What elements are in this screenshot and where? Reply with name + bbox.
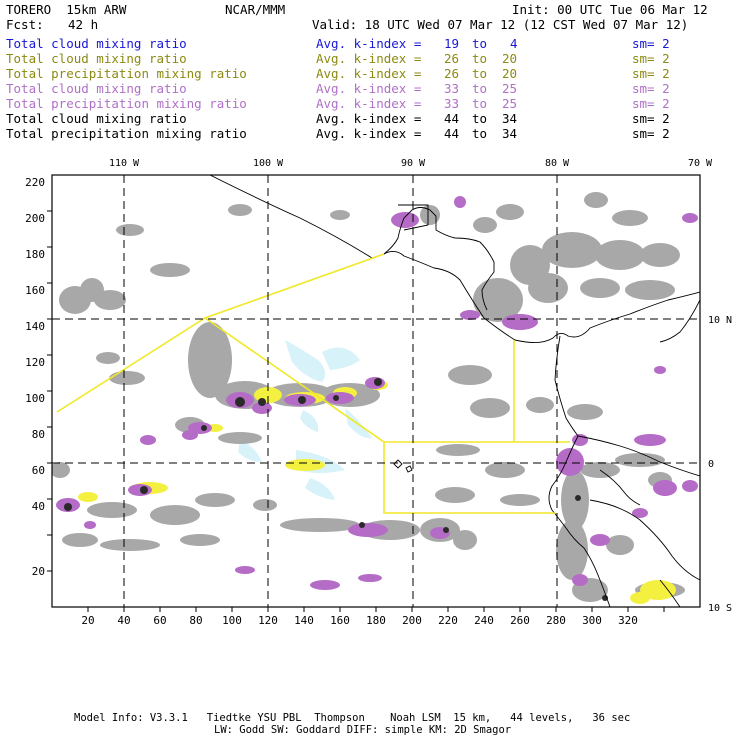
lon-label: 90 W (401, 158, 426, 169)
legend-from: 33 (444, 96, 460, 111)
coastlines (209, 175, 700, 607)
legend-sm: sm= 2 (632, 66, 670, 81)
legend-kindex: Avg. k-index = (316, 96, 422, 111)
legend-field: Total precipitation mixing ratio (6, 126, 247, 141)
legend-field: Total cloud mixing ratio (6, 51, 187, 66)
legend-to-word: to (472, 51, 488, 66)
y-tick-label: 180 (25, 248, 45, 261)
legend-sm: sm= 2 (632, 126, 670, 141)
legend-kindex: Avg. k-index = (316, 126, 422, 141)
fcst-label: Fcst: (6, 17, 44, 32)
lat-label: 0 (708, 459, 714, 470)
legend-kindex: Avg. k-index = (316, 36, 422, 51)
legend-to-word: to (472, 111, 488, 126)
y-tick-label: 60 (32, 464, 45, 477)
x-tick-label: 100 (222, 614, 242, 627)
legend-kindex: Avg. k-index = (316, 66, 422, 81)
x-tick-label: 220 (438, 614, 458, 627)
model-title: TORERO 15km ARW (6, 2, 127, 17)
x-tick-label: 140 (294, 614, 314, 627)
legend-to-word: to (472, 36, 488, 51)
y-tick-label: 140 (25, 320, 45, 333)
legend-to-word: to (472, 96, 488, 111)
legend-from: 44 (444, 126, 460, 141)
legend-field: Total cloud mixing ratio (6, 81, 187, 96)
legend-to: 34 (502, 126, 518, 141)
y-tick-label: 120 (25, 356, 45, 369)
valid-time: Valid: 18 UTC Wed 07 Mar 12 (12 CST Wed … (312, 17, 689, 32)
legend-to: 4 (510, 36, 518, 51)
axis-ticks (47, 210, 665, 612)
model-info: Model Info: V3.3.1 Tiedtke YSU PBL Thomp… (74, 712, 631, 724)
legend-field: Total cloud mixing ratio (6, 36, 187, 51)
legend-kindex: Avg. k-index = (316, 51, 422, 66)
x-tick-label: 280 (546, 614, 566, 627)
y-tick-label: 100 (25, 392, 45, 405)
legend-from: 44 (444, 111, 460, 126)
legend-to: 20 (502, 51, 518, 66)
legend-from: 26 (444, 51, 460, 66)
x-tick-label: 200 (402, 614, 422, 627)
x-tick-label: 180 (366, 614, 386, 627)
legend-kindex: Avg. k-index = (316, 81, 422, 96)
legend-sm: sm= 2 (632, 81, 670, 96)
legend-from: 26 (444, 66, 460, 81)
y-tick-label: 160 (25, 284, 45, 297)
x-tick-label: 60 (153, 614, 166, 627)
y-tick-label: 40 (32, 500, 45, 513)
legend-to: 25 (502, 81, 518, 96)
legend-to: 20 (502, 66, 518, 81)
y-tick-label: 80 (32, 428, 45, 441)
x-tick-label: 260 (510, 614, 530, 627)
y-tick-label: 200 (25, 212, 45, 225)
legend-kindex: Avg. k-index = (316, 111, 422, 126)
y-tick-label: 20 (32, 565, 45, 578)
lat-lon-grid (52, 175, 700, 607)
x-tick-label: 120 (258, 614, 278, 627)
center-name: NCAR/MMM (225, 2, 286, 17)
x-tick-label: 300 (582, 614, 602, 627)
lat-label: 10 S (708, 603, 732, 614)
legend-sm: sm= 2 (632, 111, 670, 126)
lon-label: 110 W (109, 158, 140, 169)
legend-to-word: to (472, 66, 488, 81)
legend-sm: sm= 2 (632, 96, 670, 111)
fcst-value: 42 h (68, 17, 99, 32)
legend-field: Total cloud mixing ratio (6, 111, 187, 126)
legend-field: Total precipitation mixing ratio (6, 66, 247, 81)
lon-label: 70 W (688, 158, 713, 169)
legend-from: 19 (444, 36, 460, 51)
init-time: Init: 00 UTC Tue 06 Mar 12 (512, 2, 708, 17)
convective-cores (64, 378, 608, 601)
legend-field: Total precipitation mixing ratio (6, 96, 247, 111)
x-tick-label: 80 (189, 614, 202, 627)
y-tick-label: 220 (25, 176, 45, 189)
legend-to: 25 (502, 96, 518, 111)
x-tick-label: 40 (117, 614, 130, 627)
lon-label: 80 W (545, 158, 570, 169)
legend-sm: sm= 2 (632, 51, 670, 66)
legend-to: 34 (502, 111, 518, 126)
cloud-mixing-gray (52, 192, 685, 602)
x-tick-label: 160 (330, 614, 350, 627)
legend-sm: sm= 2 (632, 36, 670, 51)
weather-fields (52, 175, 700, 607)
lon-label: 100 W (253, 158, 284, 169)
x-tick-label: 240 (474, 614, 494, 627)
x-tick-label: 320 (618, 614, 638, 627)
domain-outline (56, 253, 570, 514)
x-tick-label: 20 (81, 614, 94, 627)
legend-to-word: to (472, 81, 488, 96)
legend-from: 33 (444, 81, 460, 96)
legend-to-word: to (472, 126, 488, 141)
lat-label: 10 N (708, 315, 732, 326)
physics-info: LW: Godd SW: Goddard DIFF: simple KM: 2D… (214, 724, 512, 736)
